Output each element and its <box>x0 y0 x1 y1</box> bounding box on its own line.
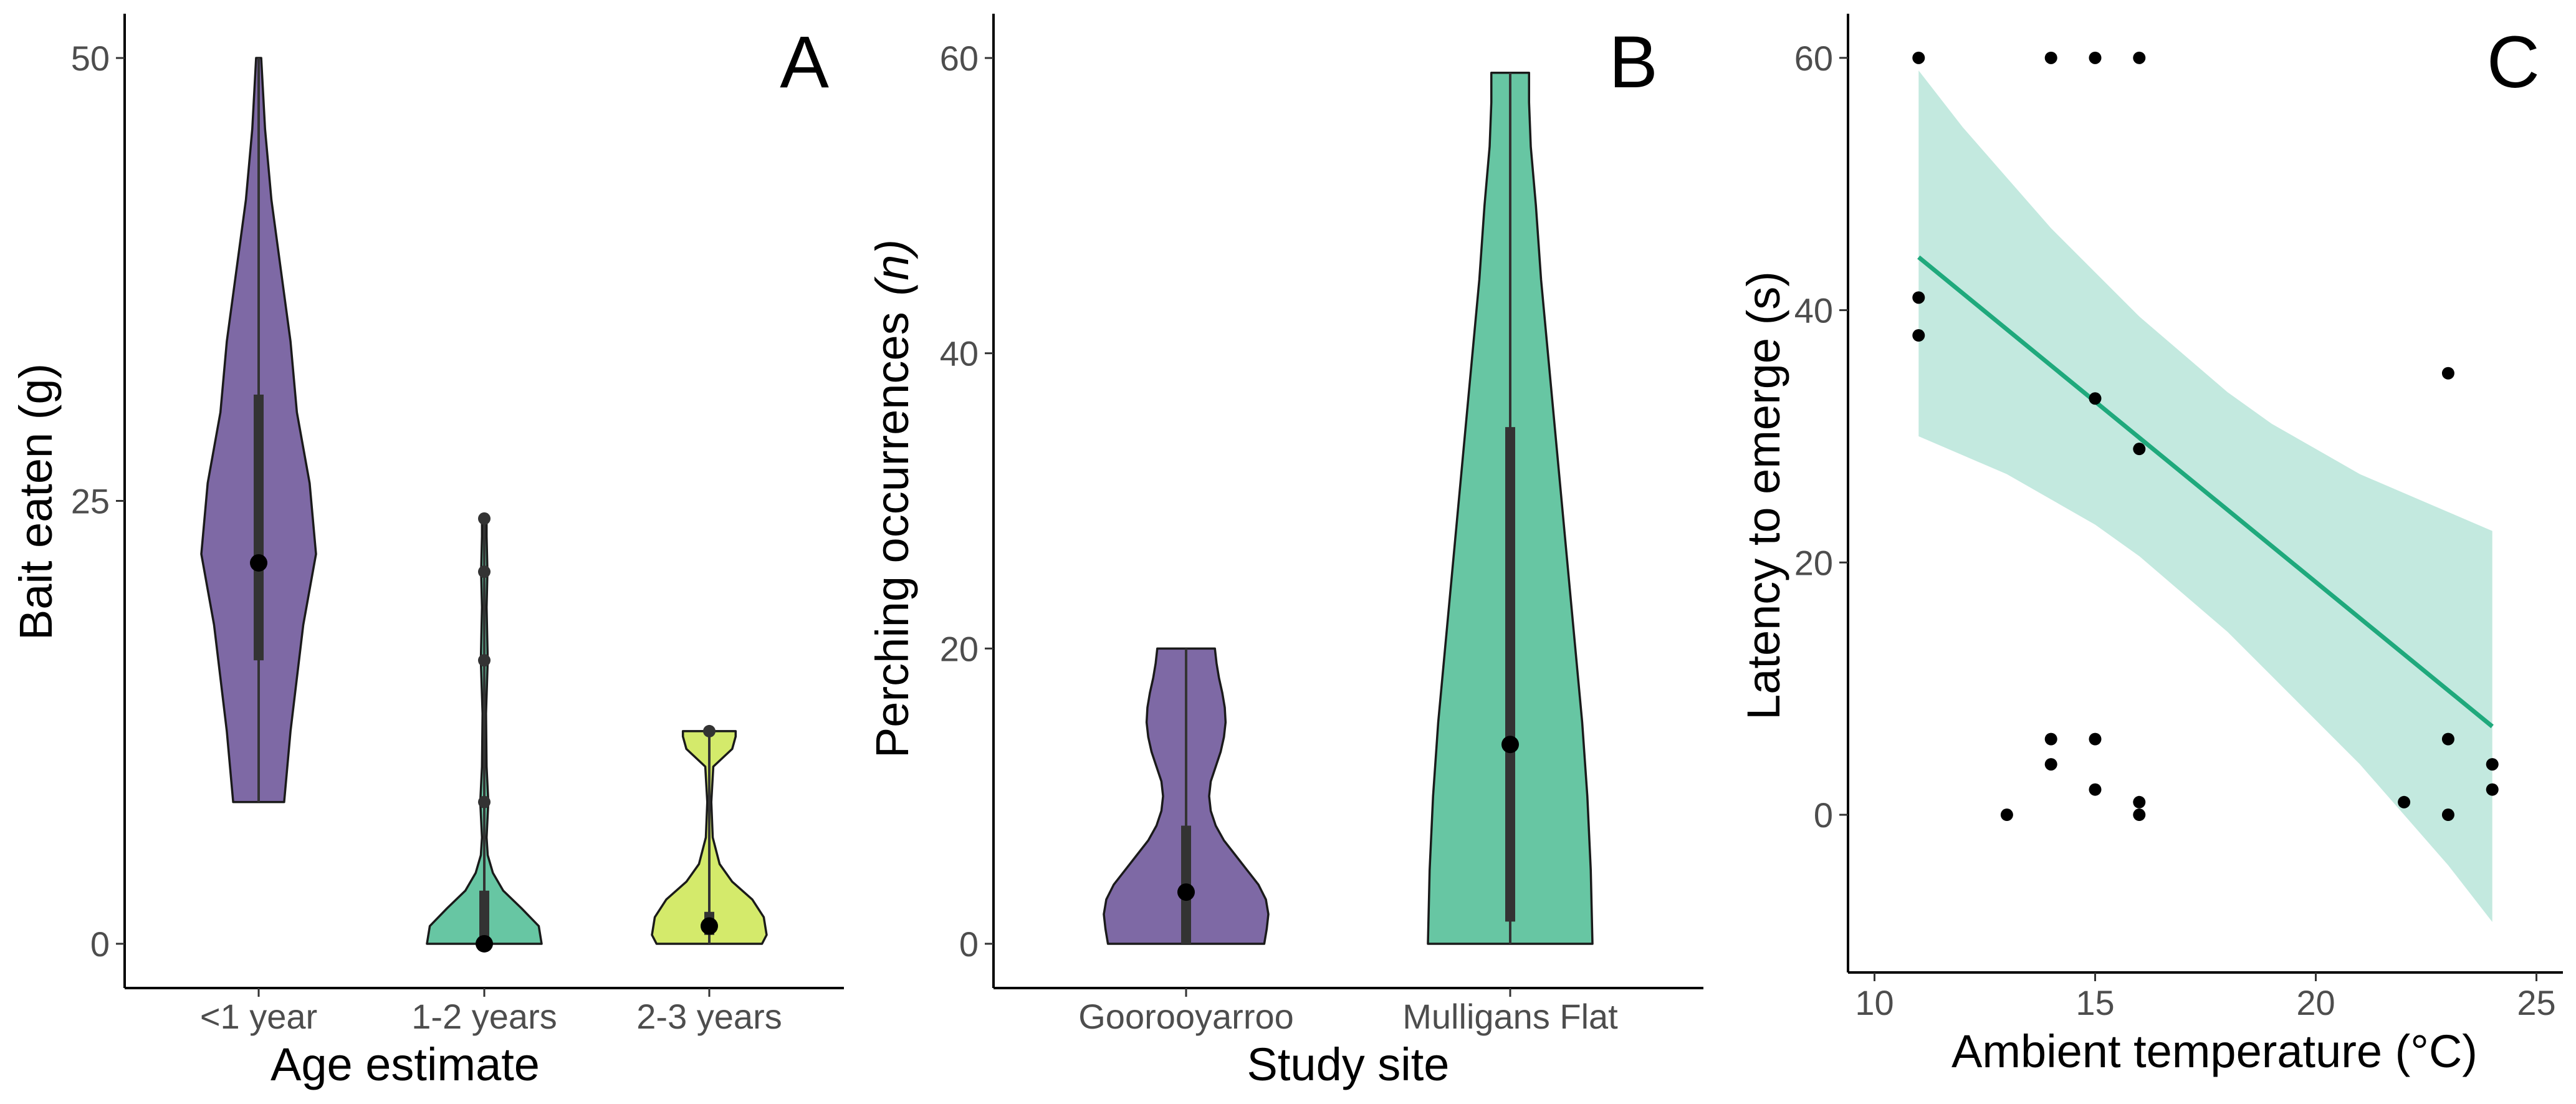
y-tick-label: 60 <box>940 39 979 78</box>
data-point <box>478 512 491 525</box>
scatter-point <box>1912 329 1925 342</box>
x-tick-label: Mulligans Flat <box>1402 997 1618 1036</box>
scatter-point <box>2441 809 2454 822</box>
median-point-1 <box>476 934 493 953</box>
y-tick-label: 0 <box>959 924 979 964</box>
panel-a-y-axis-title: Bait eaten (g) <box>10 363 62 640</box>
y-tick-label: 20 <box>1794 543 1833 582</box>
y-tick-label: 60 <box>1794 39 1833 78</box>
scatter-point <box>2441 732 2454 746</box>
y-tick-label: 40 <box>940 334 979 373</box>
scatter-point <box>2044 758 2057 771</box>
scatter-point <box>2000 809 2013 822</box>
confidence-band <box>1918 70 2492 923</box>
scatter-point <box>2089 51 2102 64</box>
scatter-point <box>2089 392 2102 405</box>
median-point-2 <box>701 917 718 935</box>
x-tick-label: 20 <box>2296 983 2335 1022</box>
panel-b-x-axis-title: Study site <box>1247 1039 1450 1090</box>
y-tick-label: 50 <box>71 39 110 78</box>
scatter-point <box>2133 443 2146 456</box>
data-point <box>478 565 491 578</box>
median-point-0 <box>250 554 267 572</box>
median-point-0 <box>1177 883 1195 901</box>
scatter-point <box>2441 367 2454 380</box>
scatter-point <box>2133 809 2146 822</box>
scatter-point <box>2133 51 2146 64</box>
y-tick-label: 20 <box>940 629 979 668</box>
scatter-point <box>2133 795 2146 809</box>
panel-b-perching: B Study site Perching occurrences (n) 0 20… <box>866 14 1703 1090</box>
panel-b-y-axis-title-italic: (n) <box>866 239 918 295</box>
panel-b-y-axis-title-main: Perching occurrences <box>866 312 918 758</box>
scatter-point <box>2089 732 2102 746</box>
panel-c-y-axis-title: Latency to emerge (s) <box>1738 271 1789 720</box>
scatter-point <box>2398 795 2411 809</box>
panel-b-letter: B <box>1609 21 1658 103</box>
x-tick-label: 10 <box>1855 983 1894 1022</box>
x-tick-label: 2-3 years <box>636 997 782 1036</box>
panel-c-letter: C <box>2487 21 2540 103</box>
panel-c-x-axis-title: Ambient temperature (°C) <box>1951 1025 2478 1077</box>
y-tick-label: 25 <box>71 482 110 521</box>
panel-a-bait-eaten: A Age estimate Bait eaten (g) 0 25 50 <1 ye… <box>10 14 844 1090</box>
x-tick-label: 25 <box>2517 983 2555 1022</box>
data-point <box>703 724 716 737</box>
data-point <box>478 654 491 667</box>
panel-b-y-axis-title: Perching occurrences (n) <box>866 239 918 758</box>
scatter-point <box>2486 758 2499 771</box>
scatter-point <box>1912 291 1925 304</box>
scatter-point <box>2486 783 2499 796</box>
x-tick-label: 15 <box>2076 983 2114 1022</box>
x-tick-label: Goorooyarroo <box>1078 997 1294 1036</box>
y-tick-label: 40 <box>1794 291 1833 330</box>
data-point <box>478 795 491 809</box>
panel-a-letter: A <box>780 21 829 103</box>
scatter-point <box>2044 732 2057 746</box>
panel-a-x-axis-title: Age estimate <box>271 1039 540 1090</box>
scatter-point <box>1912 51 1925 64</box>
panel-c-latency: C Ambient temperature (°C) Latency to em… <box>1738 14 2563 1077</box>
x-tick-label: <1 year <box>200 997 317 1036</box>
y-tick-label: 0 <box>90 924 110 964</box>
median-point-1 <box>1501 736 1519 754</box>
scatter-point <box>2044 51 2057 64</box>
y-tick-label: 0 <box>1814 795 1833 835</box>
x-tick-label: 1-2 years <box>411 997 557 1036</box>
scatter-point <box>2089 783 2102 796</box>
regression-line <box>1917 255 2494 729</box>
